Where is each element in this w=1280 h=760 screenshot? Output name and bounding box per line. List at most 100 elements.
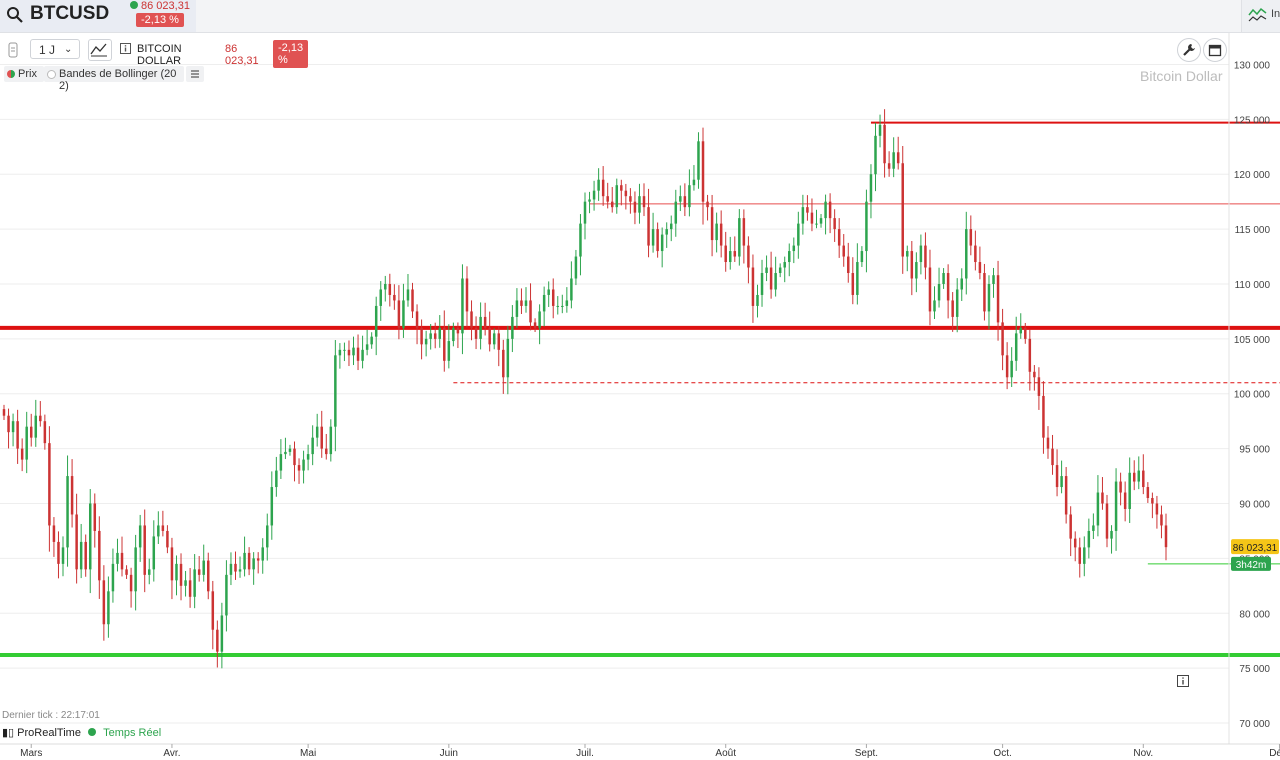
candle-body: [134, 547, 137, 592]
candle: [25, 411, 28, 474]
y-tick-label: 105 000: [1234, 335, 1271, 346]
candle: [111, 548, 115, 603]
candle: [1014, 316, 1018, 371]
candle-body: [234, 563, 237, 572]
candle-body: [969, 229, 973, 246]
drag-handle-icon[interactable]: [6, 42, 20, 58]
candle-body: [692, 179, 696, 186]
candle-body: [856, 262, 859, 295]
candle-body: [547, 289, 550, 295]
y-tick-label: 90 000: [1239, 500, 1270, 511]
candle: [1123, 481, 1127, 522]
candle: [302, 450, 305, 484]
calendar-button[interactable]: [1203, 38, 1227, 62]
candle-body: [792, 245, 796, 252]
candle: [538, 304, 541, 345]
candle: [102, 565, 106, 641]
candle: [329, 419, 333, 462]
candle-body: [669, 223, 673, 230]
period-select[interactable]: 1 J ⌄: [30, 39, 80, 59]
candle: [420, 319, 423, 360]
candle-body: [216, 629, 219, 652]
candle-body: [438, 327, 441, 339]
candle: [361, 335, 364, 369]
candle: [942, 268, 945, 289]
candle-body: [379, 289, 382, 306]
candle: [919, 234, 923, 275]
candle: [315, 413, 319, 447]
candle: [234, 551, 237, 580]
realtime-label: Temps Réel: [103, 727, 162, 739]
settings-button[interactable]: [1177, 38, 1201, 62]
x-tick-label: Mars: [20, 748, 42, 759]
candle-body: [1055, 465, 1059, 488]
candle-body: [624, 190, 628, 197]
legend-price[interactable]: Prix: [4, 66, 44, 82]
candle-body: [474, 327, 478, 339]
candle-body: [819, 218, 823, 224]
candle-body: [533, 322, 537, 328]
candle: [365, 329, 369, 356]
x-axis: Mars Avr. Mai Juin Juil. Août Sept. Oct. Nov. Déc…: [20, 744, 1280, 759]
candle-body: [52, 525, 56, 542]
candle-body: [79, 541, 83, 570]
candle: [515, 288, 519, 328]
candle-body: [288, 448, 292, 452]
candle: [179, 553, 183, 601]
candle: [992, 267, 995, 298]
y-tick-label: 95 000: [1239, 445, 1270, 456]
candle-body: [447, 341, 451, 361]
period-value: 1 J: [39, 43, 56, 57]
candle: [978, 246, 982, 280]
candle-body: [778, 267, 782, 274]
legend-list-button[interactable]: [186, 66, 204, 82]
chart-type-button[interactable]: [88, 39, 112, 61]
candle: [1042, 381, 1045, 454]
candle-body: [1037, 377, 1041, 396]
candle: [175, 555, 178, 596]
quote-price-value: 86 023,31: [141, 0, 190, 12]
candle-body: [842, 245, 845, 257]
candle: [107, 576, 110, 638]
candle-body: [588, 199, 591, 202]
candle: [788, 243, 791, 277]
candle: [211, 580, 215, 650]
chart-info-icon[interactable]: [1177, 675, 1189, 687]
candle: [479, 302, 482, 350]
candle: [883, 109, 886, 178]
candle-body: [742, 218, 746, 246]
candle-body: [157, 525, 160, 537]
candle: [1051, 434, 1054, 475]
candle: [438, 315, 441, 348]
candle: [701, 127, 705, 225]
symbol-search[interactable]: BTCUSD 86 023,31 -2,13 %: [0, 0, 196, 32]
candle-body: [297, 465, 301, 471]
candle: [751, 254, 755, 323]
candle: [93, 493, 97, 548]
candle: [965, 211, 968, 295]
candle: [574, 249, 578, 286]
candle-body: [960, 278, 963, 290]
candle-body: [243, 552, 246, 570]
candle-body: [175, 563, 178, 581]
candle-body: [933, 300, 936, 312]
candle: [66, 455, 69, 567]
info-icon[interactable]: [120, 43, 131, 54]
candle-body: [202, 560, 205, 575]
x-tick-label: Déc.: [1269, 748, 1280, 759]
legend-bollinger[interactable]: Bandes de Bollinger (20 2): [44, 66, 184, 92]
candle-body: [874, 135, 877, 175]
candle-body: [57, 541, 60, 564]
candle: [1155, 495, 1159, 529]
candle: [193, 554, 196, 609]
candle: [452, 322, 455, 347]
candle: [542, 286, 546, 327]
candlesticks: [2, 109, 1168, 669]
candle: [134, 534, 137, 611]
indicator-tool-button[interactable]: In: [1241, 0, 1280, 32]
candle: [660, 227, 664, 268]
y-tick-label: 100 000: [1234, 390, 1271, 401]
candle-body: [306, 454, 310, 460]
candle: [356, 334, 360, 371]
